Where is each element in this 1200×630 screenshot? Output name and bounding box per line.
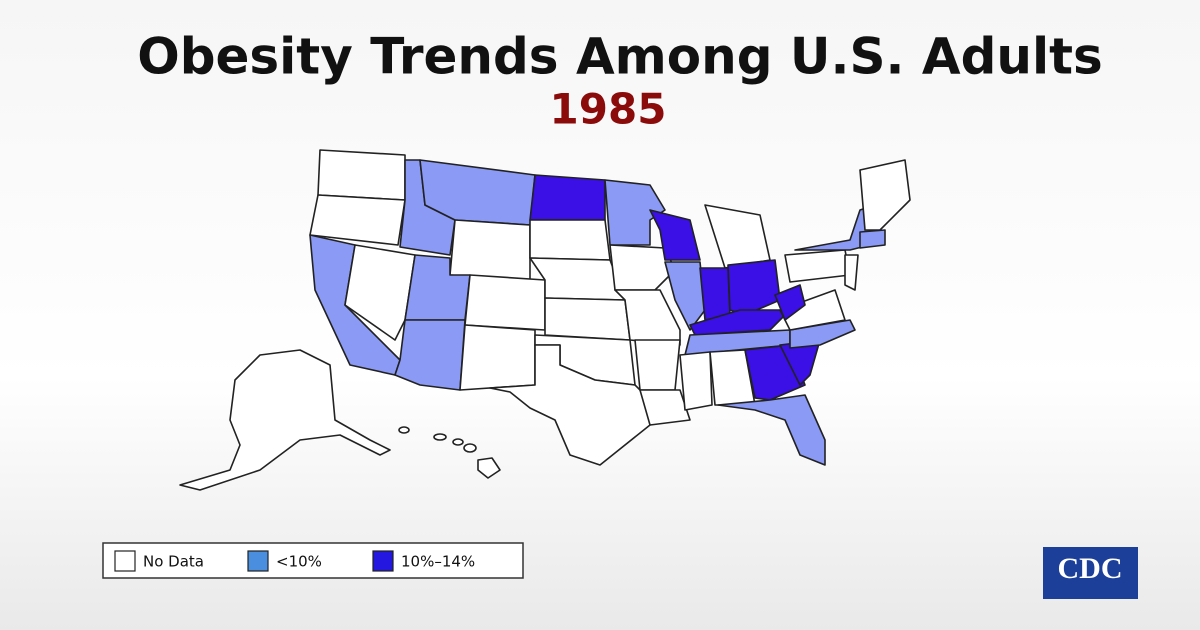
legend-swatch	[247, 550, 269, 572]
logo-box	[1043, 547, 1138, 599]
legend-swatch	[372, 550, 394, 572]
year: 1985	[550, 85, 667, 134]
legend-label: No Data	[143, 553, 204, 571]
logo-text: CDC	[1058, 552, 1123, 585]
legend-swatch	[114, 550, 136, 572]
legend: No Data <10% 10%–14%	[102, 542, 524, 579]
legend-box	[102, 542, 524, 579]
legend-label: <10%	[276, 553, 322, 571]
legend-label: 10%–14%	[401, 553, 475, 571]
cdc-logo: CDC	[1043, 547, 1138, 599]
us-map	[179, 149, 911, 491]
title: Obesity Trends Among U.S. Adults	[137, 28, 1103, 86]
